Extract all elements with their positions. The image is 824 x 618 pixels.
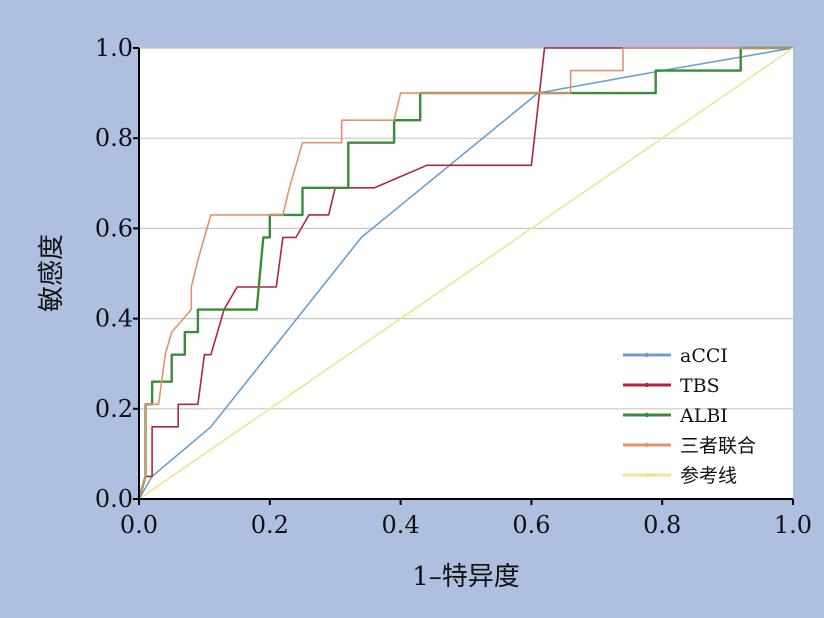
legend-label-3: 三者联合 xyxy=(680,435,756,457)
x-tick-label-2: 0.4 xyxy=(382,511,420,539)
series-line-1 xyxy=(138,47,793,500)
series-line-4 xyxy=(138,47,794,500)
grid-lines xyxy=(139,47,793,410)
axes xyxy=(138,48,793,500)
x-tick-label-1: 0.2 xyxy=(251,511,289,539)
legend-label-0: aCCI xyxy=(680,345,728,367)
legend-marker-3 xyxy=(644,442,650,448)
y-tick-label-3: 0.6 xyxy=(95,214,133,242)
x-tick-label-3: 0.6 xyxy=(512,511,550,539)
legend-marker-2 xyxy=(644,412,650,418)
x-tick-label-5: 1.0 xyxy=(774,511,812,539)
series-lines xyxy=(137,46,794,500)
tick-labels: 0.0 0.2 0.4 0.6 0.8 1.0 0.0 0.2 0.4 0.6 0.8 1.0 xyxy=(95,34,812,539)
y-tick-label-0: 0.0 xyxy=(95,485,133,513)
legend-label-2: ALBI xyxy=(679,405,728,427)
y-axis-title: 敏感度 xyxy=(37,234,67,312)
legend-marker-0 xyxy=(644,352,650,358)
x-tick-label-4: 0.8 xyxy=(643,511,681,539)
legend-marker-4 xyxy=(644,472,650,478)
legend-marker-1 xyxy=(644,382,650,388)
series-line-3 xyxy=(138,47,793,500)
y-tick-label-5: 1.0 xyxy=(95,34,133,62)
x-tick-label-0: 0.0 xyxy=(120,511,158,539)
legend-label-4: 参考线 xyxy=(680,465,737,487)
y-tick-label-1: 0.2 xyxy=(95,395,133,423)
x-axis-title: 1–特异度 xyxy=(412,562,520,592)
y-tick-label-4: 0.8 xyxy=(95,124,133,152)
legend-label-1: TBS xyxy=(680,375,720,397)
y-tick-label-2: 0.4 xyxy=(95,305,133,333)
